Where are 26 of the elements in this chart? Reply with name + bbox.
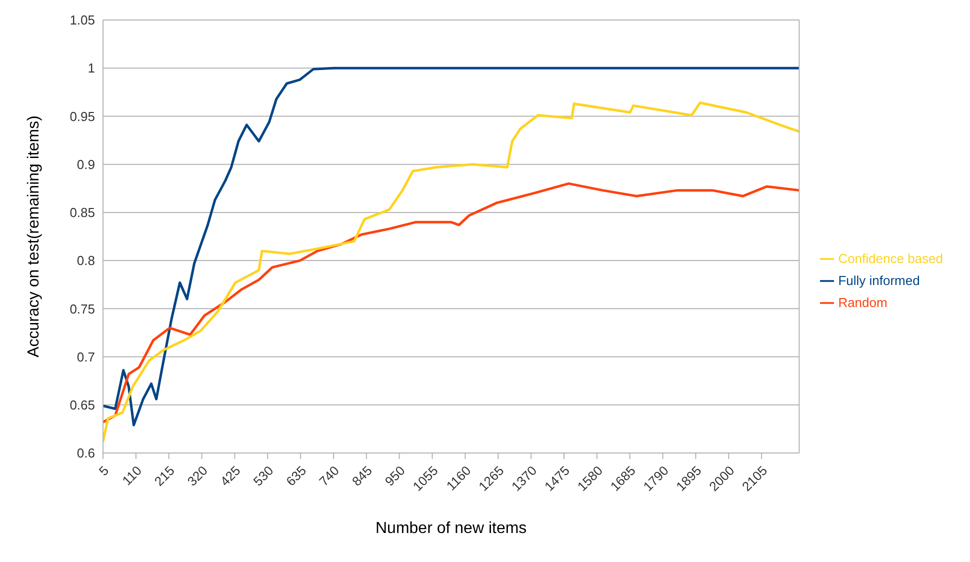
legend-label: Confidence based	[838, 250, 943, 266]
x-tick-label: 110	[119, 462, 144, 488]
y-tick-label: 0.85	[70, 205, 95, 220]
y-tick-label: 1	[88, 60, 95, 76]
y-tick-label: 0.65	[70, 398, 95, 413]
x-tick-label: 845	[349, 462, 375, 489]
y-tick-label: 0.95	[70, 108, 95, 124]
legend-label: Random	[838, 294, 888, 310]
x-tick-label: 5	[96, 462, 112, 479]
x-tick-label: 740	[316, 462, 342, 489]
y-tick-label: 0.9	[76, 156, 95, 172]
x-tick-label: 530	[250, 462, 276, 489]
x-tick-label: 320	[184, 462, 210, 489]
y-tick-label: 0.7	[76, 349, 95, 364]
y-tick-label: 1.05	[70, 12, 95, 28]
x-tick-label: 950	[382, 462, 408, 489]
x-tick-label: 635	[283, 462, 310, 489]
y-tick-label: 0.6	[76, 446, 95, 461]
y-tick-label: 0.8	[76, 253, 95, 268]
legend-label: Fully informed	[838, 272, 920, 288]
line-series	[103, 182, 800, 424]
y-axis-title: Accuracy on test(remaining items)	[26, 116, 43, 358]
x-tick-label: 215	[151, 462, 178, 489]
x-tick-label: 425	[217, 462, 244, 489]
y-tick-label: 0.75	[70, 301, 95, 316]
x-axis-title: Number of new items	[376, 520, 527, 537]
